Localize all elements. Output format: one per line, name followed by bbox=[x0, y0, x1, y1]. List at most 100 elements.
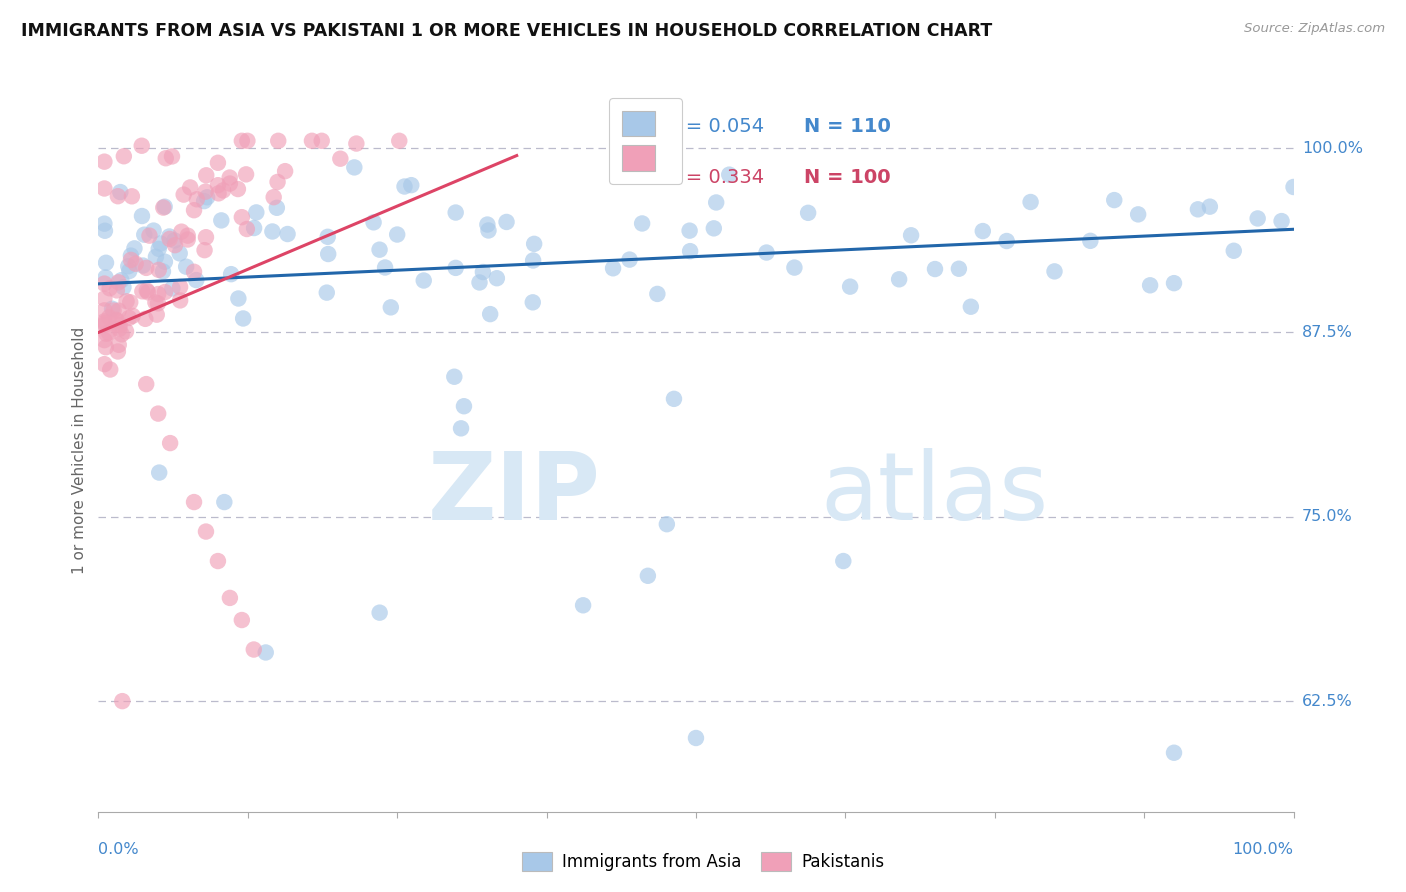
Point bbox=[120, 249, 142, 263]
Point bbox=[267, 134, 290, 148]
Point bbox=[93, 181, 115, 195]
Point bbox=[93, 357, 115, 371]
Point bbox=[148, 263, 170, 277]
Point bbox=[193, 243, 215, 257]
Point bbox=[602, 261, 624, 276]
Point bbox=[93, 303, 115, 318]
Point bbox=[118, 264, 141, 278]
Point bbox=[183, 495, 205, 509]
Point bbox=[115, 294, 138, 309]
Point bbox=[703, 221, 725, 235]
Point bbox=[207, 156, 229, 170]
Point bbox=[93, 316, 115, 330]
Point bbox=[1271, 214, 1294, 228]
Point bbox=[655, 517, 678, 532]
Point bbox=[219, 177, 242, 191]
Text: IMMIGRANTS FROM ASIA VS PAKISTANI 1 OR MORE VEHICLES IN HOUSEHOLD CORRELATION CH: IMMIGRANTS FROM ASIA VS PAKISTANI 1 OR M… bbox=[21, 22, 993, 40]
Point bbox=[174, 260, 197, 274]
Point bbox=[131, 209, 153, 223]
Point bbox=[797, 206, 820, 220]
Point bbox=[117, 260, 139, 274]
Point bbox=[207, 178, 229, 193]
Point bbox=[176, 233, 198, 247]
Point bbox=[218, 170, 240, 185]
Point bbox=[1163, 746, 1185, 760]
Point bbox=[522, 253, 544, 268]
Point bbox=[637, 569, 659, 583]
Text: 0.0%: 0.0% bbox=[98, 842, 139, 857]
Point bbox=[195, 524, 218, 539]
Point bbox=[453, 399, 475, 413]
Point bbox=[678, 224, 700, 238]
Point bbox=[125, 257, 148, 271]
Point bbox=[704, 195, 727, 210]
Point bbox=[163, 238, 186, 252]
Point bbox=[1043, 264, 1066, 278]
Point bbox=[98, 310, 121, 325]
Point bbox=[718, 168, 741, 182]
Point bbox=[148, 242, 170, 256]
Point bbox=[121, 189, 143, 203]
Point bbox=[94, 224, 117, 238]
Point bbox=[209, 213, 232, 227]
Text: 100.0%: 100.0% bbox=[1233, 842, 1294, 857]
Point bbox=[153, 200, 176, 214]
Point bbox=[368, 606, 391, 620]
Point bbox=[212, 184, 235, 198]
Point bbox=[1282, 180, 1305, 194]
Point bbox=[93, 154, 115, 169]
Point bbox=[316, 247, 339, 261]
Point bbox=[136, 285, 159, 300]
Point bbox=[120, 252, 142, 267]
Point bbox=[94, 340, 117, 354]
Point bbox=[685, 731, 707, 745]
Point bbox=[107, 344, 129, 359]
Point bbox=[1187, 202, 1209, 217]
Point bbox=[679, 244, 702, 259]
Point bbox=[839, 279, 862, 293]
Point bbox=[443, 369, 465, 384]
Point bbox=[394, 179, 416, 194]
Point bbox=[214, 495, 236, 509]
Point bbox=[162, 281, 184, 295]
Point bbox=[311, 134, 333, 148]
Point bbox=[231, 210, 253, 224]
Point bbox=[107, 303, 129, 318]
Point bbox=[1247, 211, 1270, 226]
Point bbox=[662, 392, 685, 406]
Point bbox=[112, 149, 135, 163]
Point bbox=[124, 241, 146, 255]
Point bbox=[134, 227, 156, 242]
Point bbox=[98, 281, 121, 295]
Point bbox=[1080, 234, 1102, 248]
Point bbox=[266, 201, 288, 215]
Point bbox=[889, 272, 911, 286]
Point bbox=[924, 262, 946, 277]
Point bbox=[194, 185, 217, 199]
Legend: , : , bbox=[609, 98, 682, 184]
Point bbox=[97, 326, 120, 340]
Text: ZIP: ZIP bbox=[427, 448, 600, 540]
Point bbox=[647, 287, 669, 301]
Point bbox=[444, 260, 467, 275]
Text: 75.0%: 75.0% bbox=[1302, 509, 1353, 524]
Point bbox=[207, 186, 229, 201]
Point bbox=[226, 182, 249, 196]
Point bbox=[477, 218, 499, 232]
Point bbox=[152, 264, 174, 278]
Point bbox=[1104, 193, 1126, 207]
Point bbox=[153, 285, 176, 299]
Point bbox=[157, 229, 180, 244]
Point bbox=[495, 215, 517, 229]
Point bbox=[145, 295, 167, 310]
Point bbox=[186, 273, 208, 287]
Point bbox=[111, 327, 134, 342]
Point bbox=[107, 189, 129, 203]
Point bbox=[173, 187, 195, 202]
Text: 62.5%: 62.5% bbox=[1302, 694, 1353, 708]
Point bbox=[1163, 276, 1185, 290]
Point bbox=[193, 194, 215, 208]
Point bbox=[135, 377, 157, 392]
Point bbox=[195, 169, 218, 183]
Point bbox=[179, 180, 201, 194]
